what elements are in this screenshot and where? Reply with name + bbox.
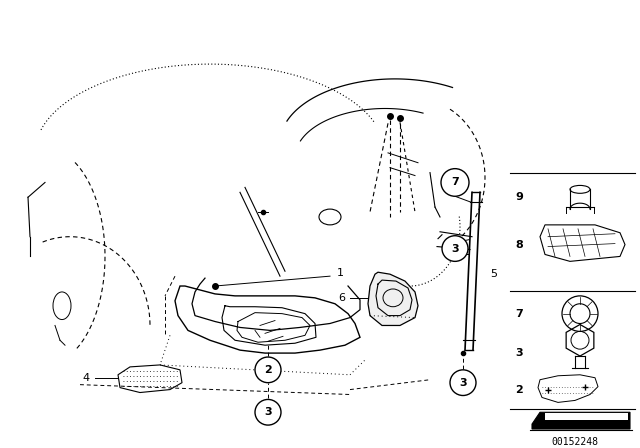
Text: 1: 1 <box>337 268 344 278</box>
Text: 00152248: 00152248 <box>552 437 598 447</box>
Text: 3: 3 <box>264 407 272 417</box>
Text: 7: 7 <box>515 309 523 319</box>
Text: 3: 3 <box>515 348 523 358</box>
Text: 8: 8 <box>515 240 523 250</box>
Text: 2: 2 <box>515 384 523 395</box>
Text: 9: 9 <box>515 192 523 202</box>
Polygon shape <box>368 272 418 325</box>
Text: 3: 3 <box>451 244 459 254</box>
Text: 3: 3 <box>459 378 467 388</box>
Text: 7: 7 <box>451 177 459 187</box>
Circle shape <box>450 370 476 396</box>
Polygon shape <box>532 412 630 429</box>
Text: 5: 5 <box>490 269 497 279</box>
Circle shape <box>255 357 281 383</box>
Text: 4: 4 <box>83 373 90 383</box>
Circle shape <box>441 168 469 196</box>
Circle shape <box>442 236 468 261</box>
Circle shape <box>255 400 281 425</box>
Text: 2: 2 <box>264 365 272 375</box>
Polygon shape <box>545 413 628 420</box>
Text: 6: 6 <box>338 293 345 303</box>
